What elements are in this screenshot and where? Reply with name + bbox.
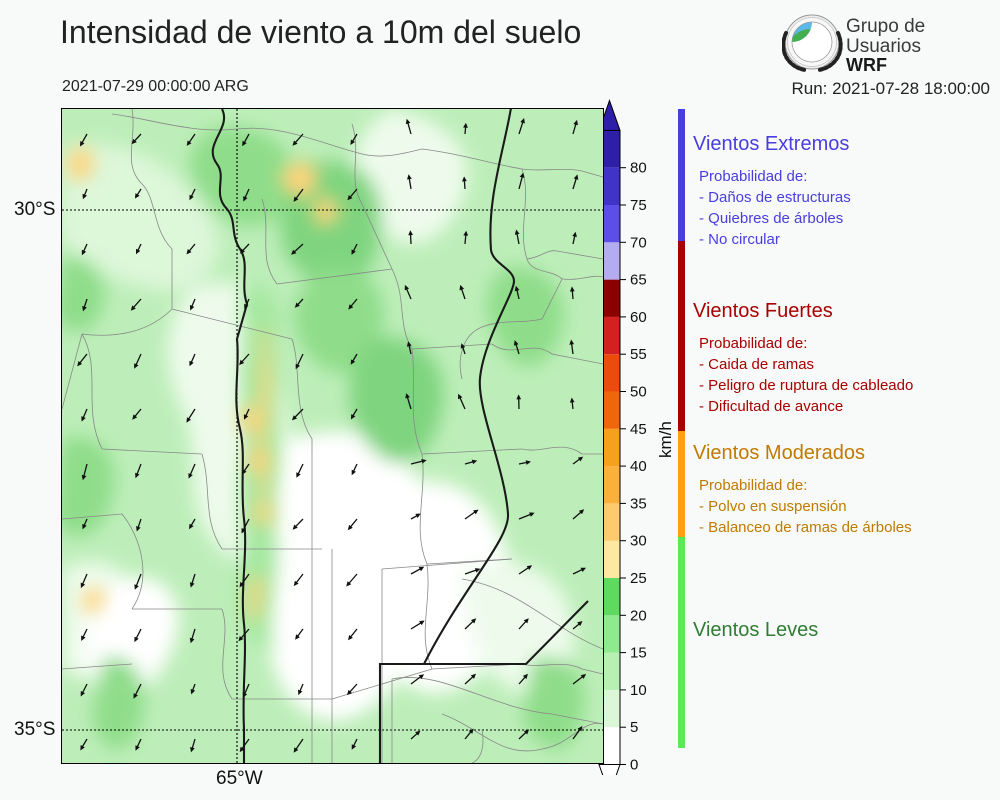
svg-text:45: 45 xyxy=(630,421,647,438)
svg-text:20: 20 xyxy=(630,607,647,624)
svg-text:0: 0 xyxy=(630,757,638,774)
svg-text:Usuarios: Usuarios xyxy=(846,36,921,57)
svg-text:5: 5 xyxy=(630,719,638,736)
svg-text:75: 75 xyxy=(630,197,647,214)
svg-text:55: 55 xyxy=(630,346,647,363)
svg-text:Grupo de: Grupo de xyxy=(846,16,925,37)
svg-text:30: 30 xyxy=(630,533,647,550)
svg-text:35: 35 xyxy=(630,495,647,512)
svg-text:65: 65 xyxy=(630,272,647,289)
svg-text:10: 10 xyxy=(630,682,647,699)
svg-text:15: 15 xyxy=(630,645,647,662)
svg-text:50: 50 xyxy=(630,384,647,401)
svg-text:60: 60 xyxy=(630,309,647,326)
svg-text:40: 40 xyxy=(630,458,647,475)
svg-text:70: 70 xyxy=(630,234,647,251)
svg-text:25: 25 xyxy=(630,570,647,587)
svg-text:80: 80 xyxy=(630,160,647,177)
svg-text:WRF: WRF xyxy=(846,55,887,75)
